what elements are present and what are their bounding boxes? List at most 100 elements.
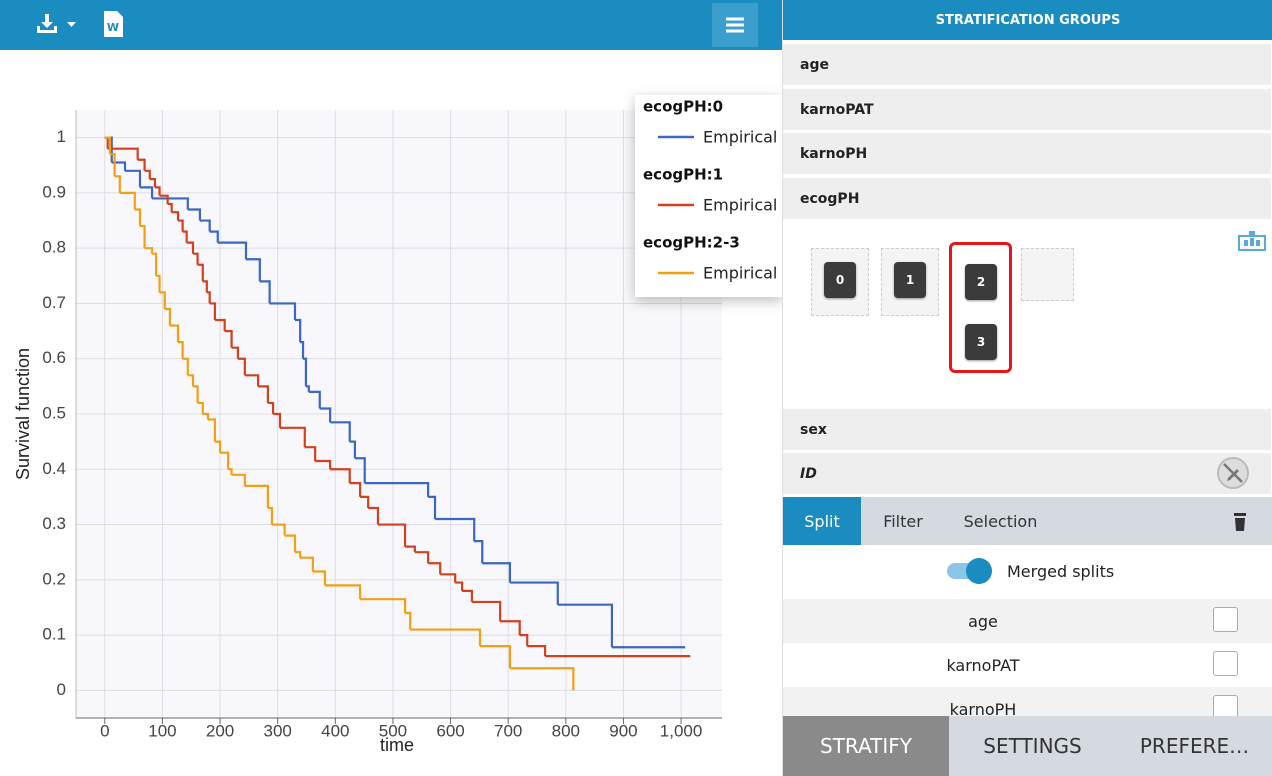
curve-step	[557, 603, 614, 648]
curve-step	[315, 459, 332, 470]
curve-step	[405, 611, 412, 630]
curve-step	[164, 307, 172, 326]
variable-row[interactable]: ecogPH	[783, 178, 1271, 219]
curve-step	[294, 318, 302, 343]
variable-row[interactable]: ID	[783, 453, 1271, 494]
group-button[interactable]: 2	[965, 264, 997, 300]
curve-step	[244, 484, 269, 508]
checkbox[interactable]	[1213, 695, 1238, 716]
curve-step	[171, 211, 180, 221]
curve-step	[244, 374, 260, 387]
curve-step	[182, 357, 189, 376]
groups-icon[interactable]	[1237, 228, 1267, 254]
curve-step	[187, 374, 195, 387]
curve-step	[209, 302, 216, 321]
curve-step	[354, 457, 366, 484]
curve-step	[269, 302, 297, 321]
toggle-label: Merged splits	[1007, 561, 1115, 581]
curve-step	[284, 534, 297, 553]
split-row: karnoPAT	[783, 643, 1272, 687]
word-export-button[interactable]: W	[103, 10, 125, 38]
curve-step	[217, 241, 248, 260]
km-curve	[104, 136, 575, 691]
group-button[interactable]: 1	[894, 262, 926, 298]
curve-step	[330, 468, 351, 484]
x-tick-label: 600	[436, 721, 464, 740]
variable-row[interactable]: age	[783, 44, 1271, 85]
checkbox[interactable]	[1213, 651, 1238, 676]
km-curve	[104, 136, 686, 649]
curve-step	[231, 473, 246, 486]
checkbox[interactable]	[1213, 607, 1238, 632]
curve-step	[139, 186, 154, 199]
variable-row[interactable]: karnoPAT	[783, 89, 1271, 130]
download-button[interactable]	[36, 12, 80, 38]
menu-button[interactable]	[712, 3, 758, 47]
curve-step	[474, 540, 484, 564]
curve-step	[111, 161, 127, 171]
merged-splits-toggle[interactable]	[945, 557, 993, 585]
curve-step	[368, 506, 380, 525]
bottom-tab[interactable]: PREFERE…	[1116, 716, 1272, 776]
variable-row[interactable]: sex	[783, 409, 1271, 450]
curve-step	[178, 341, 184, 359]
curve-step	[154, 186, 161, 196]
curve-step	[152, 197, 189, 210]
curve-step	[271, 523, 286, 536]
curve-step	[114, 175, 121, 193]
curve-step	[428, 562, 442, 575]
curve-step	[144, 247, 154, 254]
curve-step	[197, 263, 204, 282]
y-tick-label: 0.5	[42, 403, 66, 422]
curve-step	[428, 495, 437, 520]
legend-label: Empirical	[703, 264, 777, 283]
curve-step	[202, 412, 210, 420]
split-row-label: karnoPAT	[946, 655, 1020, 675]
tab-bar	[783, 497, 1272, 545]
curve-step	[237, 357, 246, 376]
curve-step	[349, 481, 362, 497]
curve-step	[169, 324, 180, 343]
tab[interactable]: Filter	[883, 511, 923, 531]
curve-step	[107, 147, 139, 160]
curve-step	[246, 258, 261, 282]
curve-step	[137, 158, 146, 171]
curve-step	[259, 280, 271, 304]
curve-step	[110, 153, 116, 177]
curve-step	[187, 208, 201, 221]
legend-group: ecogPH:0	[643, 98, 723, 116]
y-tick-label: 0.7	[42, 293, 66, 312]
y-tick-label: 0.8	[42, 238, 66, 257]
curve-step	[197, 401, 204, 414]
curve-step	[410, 628, 482, 647]
bottom-tab[interactable]: STRATIFY	[783, 716, 949, 776]
curve-step	[202, 280, 208, 293]
curve-step	[462, 589, 473, 602]
id-edit-disabled-icon[interactable]	[1217, 457, 1249, 489]
curve-step	[330, 421, 351, 442]
curve-step	[199, 219, 211, 232]
curve-step	[303, 357, 308, 387]
x-tick-label: 900	[609, 721, 637, 740]
curve-step	[294, 551, 302, 558]
x-tick-label: 200	[206, 721, 234, 740]
curve-step	[134, 208, 142, 227]
curve-step	[152, 252, 158, 276]
curve-step	[300, 556, 314, 572]
chart: 0 0.1 0.2 0.3 0.4 0.5 0.6 0.7 0.8 0.9 1 0 100 200 300 4…	[13, 110, 722, 755]
bottom-tab[interactable]: SETTINGS	[949, 716, 1116, 776]
tab[interactable]: Split	[783, 497, 861, 545]
variable-row[interactable]: karnoPH	[783, 133, 1271, 174]
empty-group-box[interactable]	[1021, 248, 1074, 301]
tab[interactable]: Selection	[963, 511, 1038, 531]
group-button[interactable]: 0	[824, 262, 856, 298]
group-button[interactable]: 3	[965, 324, 997, 360]
y-tick-label: 0.3	[42, 514, 66, 533]
curve-step	[267, 506, 274, 525]
x-tick-label: 500	[379, 721, 407, 740]
delete-button[interactable]	[1231, 511, 1251, 533]
curve-step	[124, 169, 142, 188]
curve-step	[167, 202, 173, 213]
curve-step	[414, 551, 430, 564]
